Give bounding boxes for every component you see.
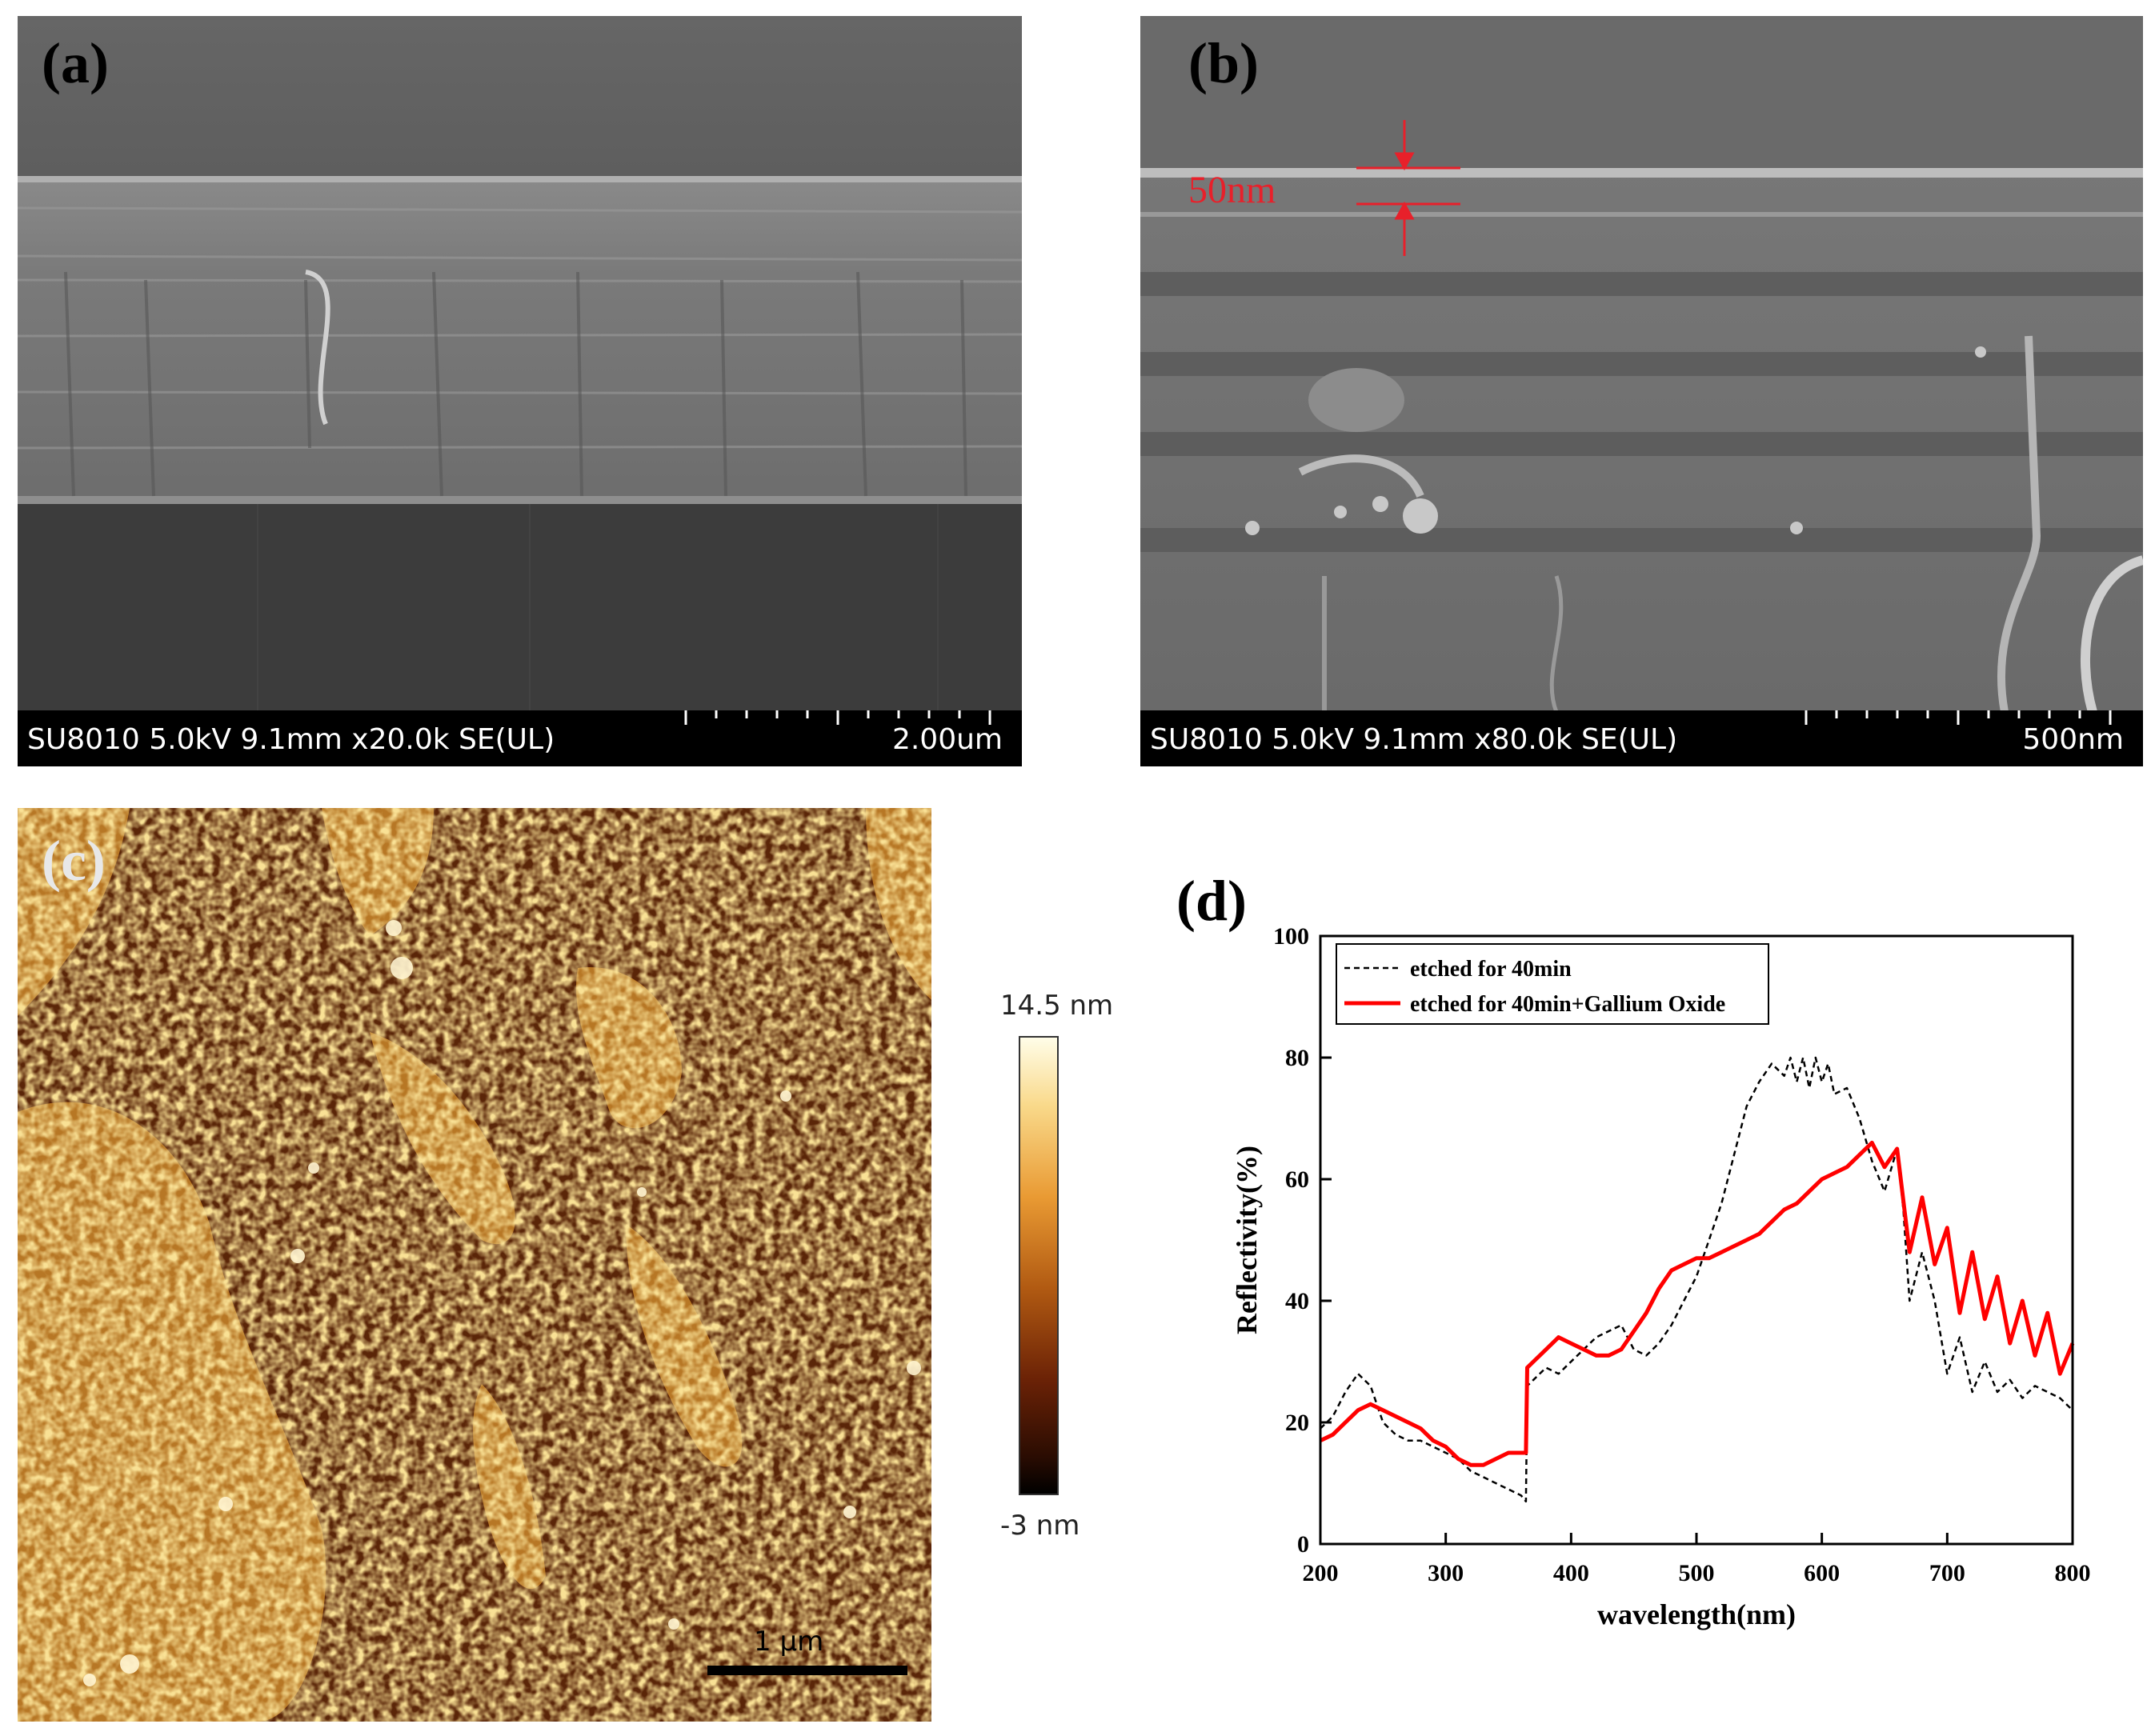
y-tick-label-5: 100 bbox=[1273, 923, 1309, 950]
sem-image-b-texture bbox=[1140, 16, 2143, 714]
y-tick-label-0: 0 bbox=[1297, 1531, 1309, 1558]
sem-scale-ticks-b bbox=[1805, 710, 2112, 725]
sem-info-b: SU8010 5.0kV 9.1mm x80.0k SE(UL) bbox=[1150, 723, 1678, 756]
series-line-1 bbox=[1319, 1140, 2075, 1467]
sem-scale-label-b: 500nm bbox=[2022, 723, 2124, 756]
afm-scale-bar bbox=[707, 1666, 907, 1675]
sem-scale-ticks-a bbox=[684, 710, 991, 725]
panel-label-d: (d) bbox=[1176, 869, 1247, 933]
x-tick-label-2: 400 bbox=[1553, 1560, 1589, 1586]
series-line-0 bbox=[1320, 1056, 2073, 1503]
x-tick-label-4: 600 bbox=[1804, 1560, 1840, 1586]
sem-image-b: 50nm SU8010 5.0kV 9.1mm x80.0k SE(UL) 50… bbox=[1140, 16, 2143, 766]
afm-colorbar bbox=[1019, 1036, 1059, 1495]
colorbar-max-label: 14.5 nm bbox=[1000, 990, 1114, 1022]
sem-info-bar-a: SU8010 5.0kV 9.1mm x20.0k SE(UL) 2.00um bbox=[18, 710, 1022, 766]
panel-label-a: (a) bbox=[42, 31, 109, 95]
reflectivity-chart: 200 300 400 500 600 700 800 0 20 40 60 80 100 wavele… bbox=[1231, 923, 2091, 1630]
legend-label-0: etched for 40min bbox=[1410, 957, 1572, 982]
legend: etched for 40min etched for 40min+Gallium… bbox=[1336, 943, 1769, 1025]
sem-info-bar-b: SU8010 5.0kV 9.1mm x80.0k SE(UL) 500nm bbox=[1140, 710, 2143, 766]
y-tick-label-2: 40 bbox=[1285, 1288, 1309, 1314]
x-tick-label-0: 200 bbox=[1303, 1560, 1339, 1586]
panel-label-b: (b) bbox=[1188, 31, 1259, 95]
x-tick-label-3: 500 bbox=[1679, 1560, 1715, 1586]
sem-image-a-texture bbox=[18, 16, 1022, 712]
x-tick-label-1: 300 bbox=[1428, 1560, 1464, 1586]
x-tick-label-6: 800 bbox=[2055, 1560, 2091, 1586]
afm-image: 1 μm (c) bbox=[18, 808, 931, 1722]
afm-texture bbox=[18, 808, 931, 1722]
legend-label-1: etched for 40min+Gallium Oxide bbox=[1410, 992, 1725, 1017]
x-tick-label-5: 700 bbox=[1929, 1560, 1965, 1586]
y-tick-label-4: 80 bbox=[1285, 1045, 1309, 1071]
sem-scale-label-a: 2.00um bbox=[891, 723, 1003, 756]
panel-label-c: (c) bbox=[42, 829, 106, 893]
y-axis-label: Reflectivity(%) bbox=[1231, 1146, 1263, 1334]
y-tick-label-1: 20 bbox=[1285, 1410, 1309, 1436]
y-tick-label-3: 60 bbox=[1285, 1166, 1309, 1193]
legend-box bbox=[1336, 943, 1769, 1025]
sem-info-a: SU8010 5.0kV 9.1mm x20.0k SE(UL) bbox=[27, 723, 555, 756]
colorbar-min-label: -3 nm bbox=[1000, 1510, 1080, 1542]
plot-frame bbox=[1319, 934, 2074, 1546]
afm-scale-label: 1 μm bbox=[754, 1626, 824, 1658]
x-axis-label: wavelength(nm) bbox=[1597, 1598, 1796, 1630]
sem-image-a: SU8010 5.0kV 9.1mm x20.0k SE(UL) 2.00um … bbox=[18, 16, 1022, 766]
thickness-annotation-arrows bbox=[1356, 120, 1460, 256]
thickness-annotation-label: 50nm bbox=[1188, 169, 1276, 211]
